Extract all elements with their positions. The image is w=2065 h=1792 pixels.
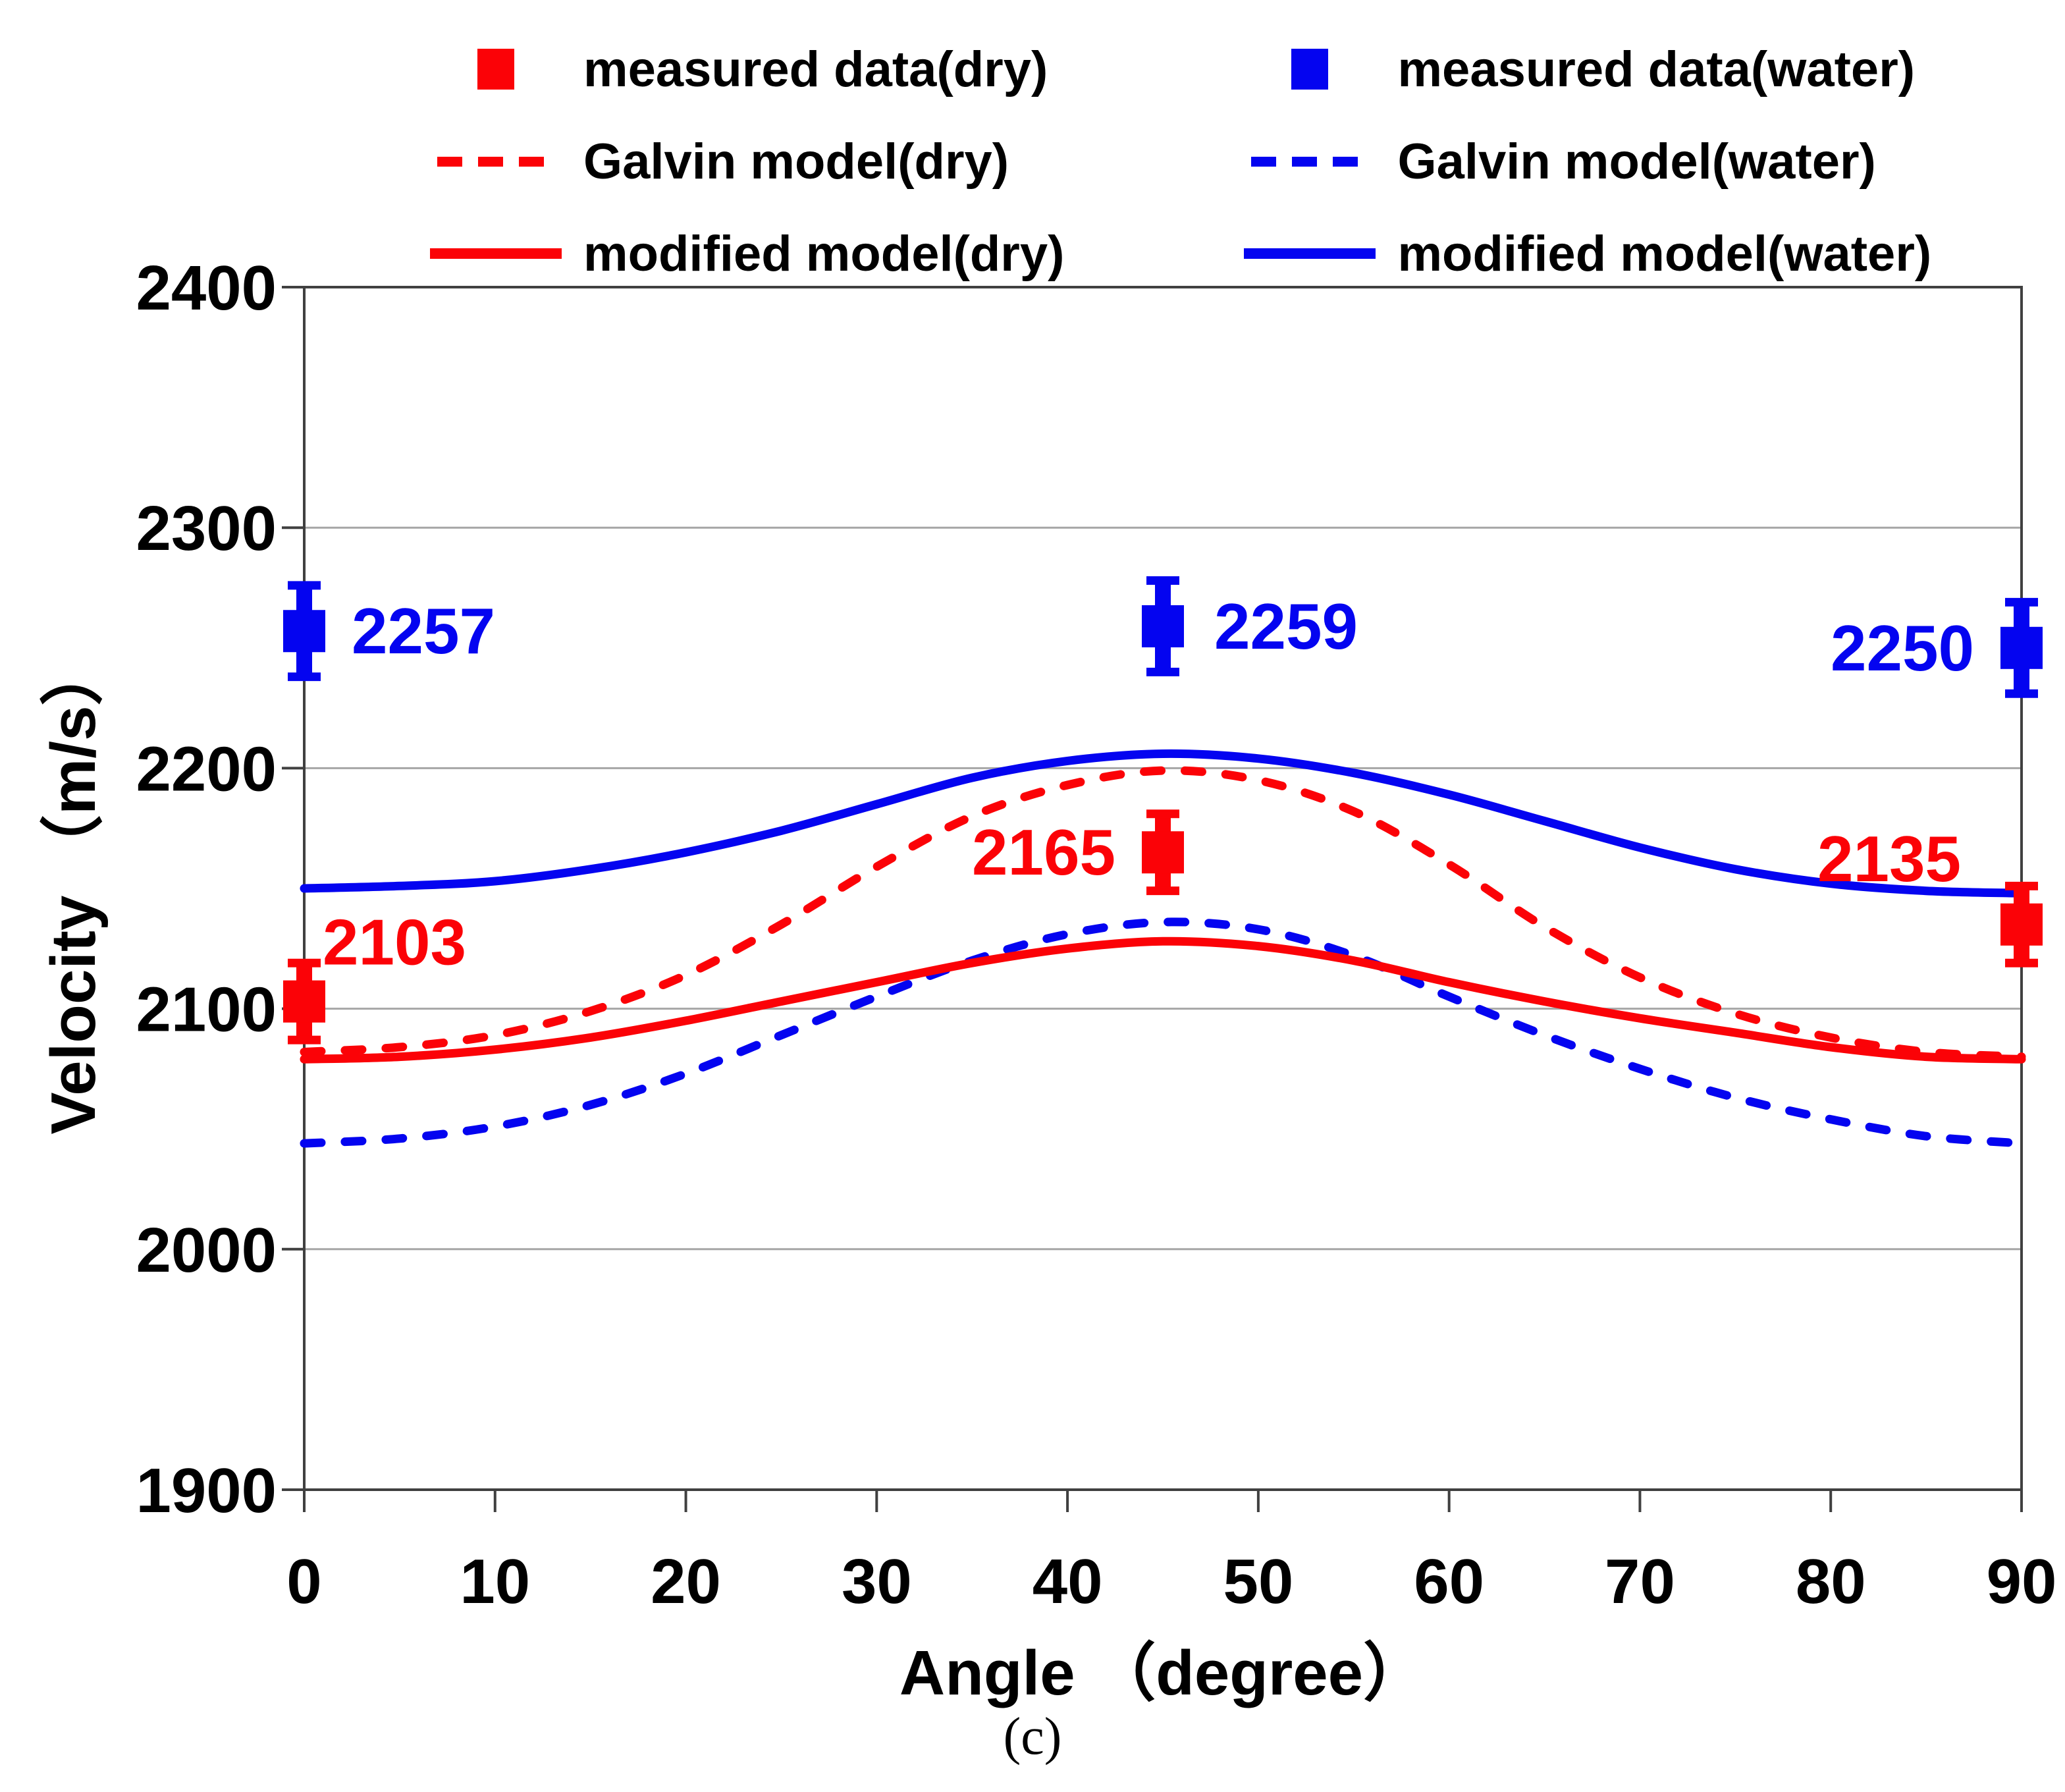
x-tick-label-60: 60 — [1414, 1546, 1484, 1617]
data-point-value-label: 2103 — [323, 906, 466, 979]
series-measured-data-dry: 2103 2165 2135 — [283, 809, 2043, 1045]
chart-legend: measured data(dry) Galvin model(dry) mod… — [425, 23, 1931, 300]
x-tick-label-90: 90 — [1987, 1546, 2057, 1617]
data-point-square — [283, 980, 325, 1023]
x-tick-label-10: 10 — [460, 1546, 530, 1617]
legend-label: modified model(dry) — [583, 225, 1065, 282]
legend-column-water: measured data(water) Galvin model(water)… — [1239, 23, 1931, 300]
x-tick-label-80: 80 — [1796, 1546, 1866, 1617]
legend-item-modified-water: modified model(water) — [1239, 207, 1931, 300]
x-tick-label-70: 70 — [1605, 1546, 1675, 1617]
legend-label: measured data(water) — [1397, 41, 1916, 97]
curve-modified-model-dry — [300, 937, 2026, 1064]
legend-label: modified model(water) — [1397, 225, 1932, 282]
legend-marker-box — [1239, 248, 1380, 259]
series-measured-data-water: 2257 2259 2250 — [283, 576, 2043, 698]
curve-galvin-model-water — [300, 917, 2026, 1148]
data-point-square — [283, 610, 325, 653]
legend-marker-box — [425, 156, 566, 167]
data-point-value-label: 2250 — [1831, 612, 1974, 684]
x-tick-label-30: 30 — [842, 1546, 912, 1617]
dashed-line-icon — [437, 156, 554, 167]
solid-line-icon — [429, 248, 562, 259]
y-tick-label-2100: 2100 — [136, 975, 277, 1045]
data-point-square — [1142, 831, 1184, 874]
y-tick-label-1900: 1900 — [136, 1455, 277, 1526]
x-tick-label-0: 0 — [286, 1546, 321, 1617]
y-tick-label-2300: 2300 — [136, 493, 277, 564]
legend-column-dry: measured data(dry) Galvin model(dry) mod… — [425, 23, 1064, 300]
solid-line-icon — [1243, 248, 1376, 259]
y-tick-label-2200: 2200 — [136, 734, 277, 804]
legend-marker-box — [425, 49, 566, 90]
data-point-value-label: 2165 — [972, 816, 1115, 888]
dashed-line-icon — [1250, 156, 1368, 167]
square-marker-icon — [1291, 49, 1328, 90]
y-tick-label-2400: 2400 — [136, 253, 277, 323]
square-marker-icon — [477, 49, 514, 90]
y-axis: 1900 2000 2100 2200 2300 2400 — [136, 253, 304, 1526]
x-tick-label-50: 50 — [1223, 1546, 1293, 1617]
curve-modified-model-water — [300, 749, 2026, 898]
y-axis-title: Velocity （m/s） — [38, 642, 109, 1135]
data-point-value-label: 2257 — [352, 595, 495, 667]
y-tick-label-2000: 2000 — [136, 1215, 277, 1286]
x-axis: 0 10 20 30 40 50 60 70 80 90 — [286, 1490, 2056, 1617]
figure-caption: (c) — [1003, 1708, 1062, 1766]
legend-item-measured-dry: measured data(dry) — [425, 23, 1064, 115]
legend-marker-box — [1239, 49, 1380, 90]
data-point-square — [1142, 605, 1184, 647]
legend-item-modified-dry: modified model(dry) — [425, 207, 1064, 300]
curve-galvin-model-dry — [300, 766, 2026, 1062]
data-point-square — [2000, 626, 2043, 669]
legend-marker-box — [425, 248, 566, 259]
legend-marker-box — [1239, 156, 1380, 167]
data-point-square — [2000, 903, 2043, 946]
x-tick-label-40: 40 — [1032, 1546, 1103, 1617]
legend-item-measured-water: measured data(water) — [1239, 23, 1931, 115]
x-tick-label-20: 20 — [651, 1546, 721, 1617]
legend-item-galvin-water: Galvin model(water) — [1239, 115, 1931, 207]
x-axis-title: Angle （degree） — [899, 1638, 1427, 1708]
legend-item-galvin-dry: Galvin model(dry) — [425, 115, 1064, 207]
legend-label: Galvin model(water) — [1397, 133, 1876, 190]
legend-label: measured data(dry) — [583, 41, 1048, 97]
legend-label: Galvin model(dry) — [583, 133, 1009, 190]
data-point-value-label: 2259 — [1214, 590, 1358, 663]
data-point-value-label: 2135 — [1817, 823, 1961, 895]
